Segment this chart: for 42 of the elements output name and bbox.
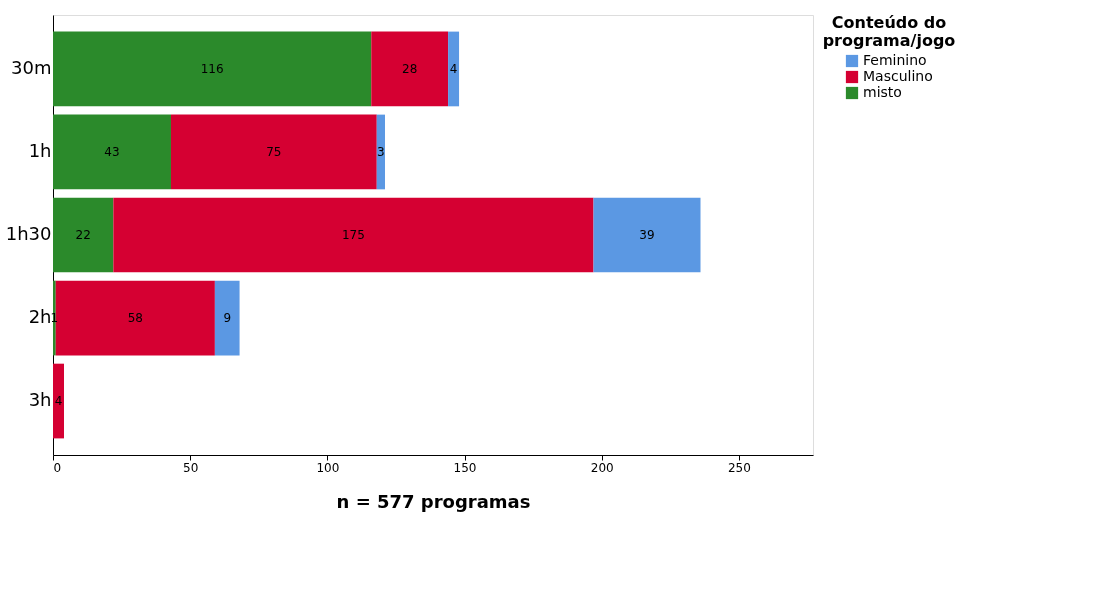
- data-label: 75: [266, 144, 282, 159]
- bar: [214, 280, 240, 356]
- data-label: 116: [200, 61, 224, 76]
- data-label: 175: [341, 228, 365, 242]
- data-label: 28: [402, 61, 418, 76]
- x-tick-label: 150: [453, 460, 477, 475]
- bar: [113, 197, 594, 273]
- x-tick-label: 200: [590, 460, 614, 475]
- data-label: 39: [639, 228, 655, 242]
- x-tick-label: 100: [316, 460, 340, 475]
- legend-label: Masculino: [863, 68, 933, 84]
- data-label: 58: [127, 311, 143, 326]
- bar: [371, 31, 449, 107]
- data-label: 9: [223, 311, 232, 326]
- bar: [53, 280, 56, 356]
- legend-label: Feminino: [863, 52, 927, 68]
- y-tick-label: 30m: [11, 56, 52, 78]
- legend-title: Conteúdo do programa/jogo: [822, 13, 956, 50]
- bar: [376, 114, 385, 190]
- data-label: 1: [50, 311, 59, 326]
- bar: [53, 31, 372, 107]
- bar: [448, 31, 460, 107]
- y-tick-label: 1h: [28, 139, 52, 161]
- bar: [53, 363, 64, 439]
- data-label: 22: [75, 228, 91, 242]
- data-label: 4: [54, 394, 63, 409]
- bar: [170, 114, 377, 190]
- x-axis-title: n = 577 programas: [336, 490, 531, 512]
- data-label: 3: [377, 144, 385, 159]
- x-tick-label: 50: [183, 460, 199, 475]
- x-tick-label: 0: [53, 460, 62, 475]
- bar: [55, 280, 215, 356]
- data-label: 43: [104, 144, 120, 159]
- y-tick-label: 2h: [28, 306, 52, 328]
- bar: [593, 197, 701, 273]
- legend-label: misto: [863, 84, 902, 100]
- bar: [53, 197, 114, 273]
- data-label: 4: [449, 61, 458, 76]
- bar: [53, 114, 171, 190]
- y-tick-label: 1h30: [5, 223, 52, 244]
- x-tick-label: 250: [727, 460, 751, 475]
- y-tick-label: 3h: [28, 389, 52, 411]
